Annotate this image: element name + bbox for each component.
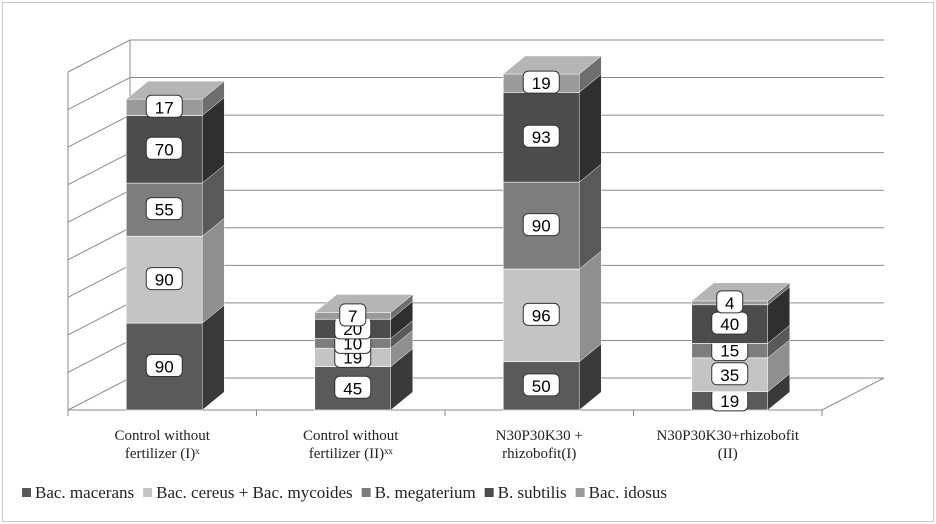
data-label: 90 [155, 271, 174, 290]
data-label: 7 [348, 307, 357, 326]
data-label: 19 [720, 392, 739, 411]
data-label: 15 [720, 342, 739, 361]
category-label: N30P30K30+rhizobofit [656, 428, 799, 444]
data-label-box [522, 213, 560, 237]
data-label: 35 [720, 366, 739, 385]
legend-swatch [22, 488, 31, 497]
category-label: rhizobofit(I) [502, 446, 576, 462]
legend-entry: B. subtilis [498, 483, 567, 502]
category-label: Control without [115, 428, 211, 444]
category-label: N30P30K30 + [496, 428, 583, 444]
legend-entry: Bac. cereus + Bac. mycoides [156, 483, 353, 502]
data-label: 19 [532, 74, 551, 93]
data-label-box [711, 362, 749, 386]
data-label-box [716, 290, 744, 314]
data-label: 96 [532, 306, 551, 325]
bar-segment-side [202, 217, 225, 324]
data-label: 90 [532, 217, 551, 236]
gridline-side [67, 227, 131, 261]
data-label: 4 [725, 294, 734, 313]
legend-entry: Bac. idosus [589, 483, 667, 502]
gridline-side [67, 114, 131, 148]
data-label-box [145, 267, 183, 291]
data-label-box [522, 124, 560, 148]
gridline-side [67, 377, 131, 411]
data-label: 50 [532, 377, 551, 396]
legend: Bac. macerans Bac. cereus + Bac. mycoides… [22, 483, 667, 502]
bar-segment-side [579, 250, 602, 363]
data-label-box [145, 94, 183, 118]
data-label: 55 [155, 201, 174, 220]
gridline-side [67, 302, 131, 336]
data-label: 17 [155, 98, 174, 117]
gridline-side [67, 264, 131, 298]
bar-segment-side [579, 163, 602, 270]
legend-swatch [575, 488, 585, 497]
data-label-box [339, 303, 367, 327]
data-label-box [145, 136, 183, 160]
bar-segment-side [579, 73, 602, 183]
data-label: 93 [532, 128, 551, 147]
gridline-side [67, 189, 131, 223]
legend-swatch [361, 488, 371, 497]
data-label: 45 [343, 379, 362, 398]
data-label-box [334, 375, 372, 399]
data-label-box [522, 302, 560, 326]
category-label: Control without [303, 428, 399, 444]
category-label: fertilizer (I)ˣ [125, 446, 200, 462]
bar-segment-side [202, 304, 225, 411]
data-label-box [145, 197, 183, 221]
data-label-box [522, 70, 560, 94]
data-label: 90 [155, 358, 174, 377]
category-label: (II) [718, 446, 738, 462]
category-label: fertilizer (II)ˣˣ [309, 446, 394, 462]
gridline-side [67, 152, 131, 186]
category-labels: Control without fertilizer (I)ˣ Control wi… [115, 428, 800, 462]
gridline-side [67, 340, 131, 373]
data-label-box [522, 373, 560, 397]
legend-swatch [484, 488, 494, 497]
data-label-box [145, 354, 183, 378]
data-label: 40 [720, 315, 739, 334]
legend-entry: B. megaterium [375, 483, 476, 502]
gridline-side [67, 77, 131, 110]
gridline-side [67, 39, 131, 73]
legend-entry: Bac. macerans [35, 483, 134, 502]
legend-swatch [143, 488, 153, 497]
data-label: 70 [155, 140, 174, 159]
floor-side [821, 377, 885, 411]
